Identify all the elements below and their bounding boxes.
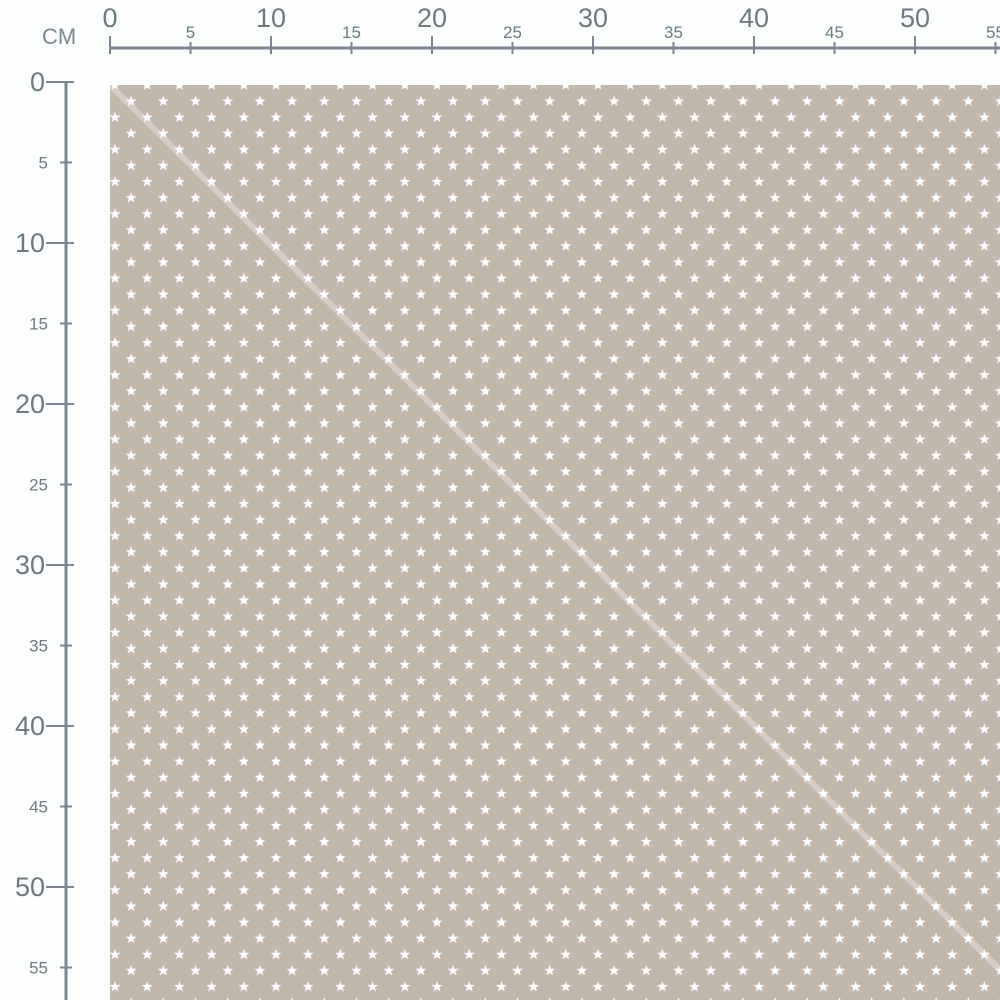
top-ruler-label: 50 (900, 3, 930, 33)
star-pattern (110, 85, 1000, 1000)
left-ruler-label: 5 (39, 154, 48, 173)
left-ruler-label: 40 (15, 711, 45, 741)
top-ruler-label: 20 (417, 3, 447, 33)
top-ruler-label: 10 (256, 3, 286, 33)
top-ruler-label: 45 (825, 23, 844, 42)
fold-line (110, 85, 1000, 973)
left-ruler-label: 45 (29, 798, 48, 817)
left-ruler-label: 35 (29, 637, 48, 656)
fabric-swatch (110, 85, 1000, 1000)
top-ruler-label: 30 (578, 3, 608, 33)
top-ruler-label: 40 (739, 3, 769, 33)
top-ruler-label: 25 (503, 23, 522, 42)
left-ruler-label: 30 (15, 550, 45, 580)
left-ruler-label: 20 (15, 389, 45, 419)
left-ruler-label: 10 (15, 228, 45, 258)
top-ruler-label: 15 (342, 23, 361, 42)
left-ruler-label: 25 (29, 476, 48, 495)
left-ruler-label: 55 (29, 959, 48, 978)
unit-label: CM (42, 24, 77, 49)
top-ruler-label: 5 (186, 23, 195, 42)
left-ruler-label: 15 (29, 315, 48, 334)
top-ruler-label: 55 (986, 23, 1000, 42)
top-ruler-label: 0 (102, 3, 117, 33)
top-ruler-label: 35 (664, 23, 683, 42)
left-ruler-label: 50 (15, 872, 45, 902)
left-ruler-label: 0 (30, 67, 45, 97)
